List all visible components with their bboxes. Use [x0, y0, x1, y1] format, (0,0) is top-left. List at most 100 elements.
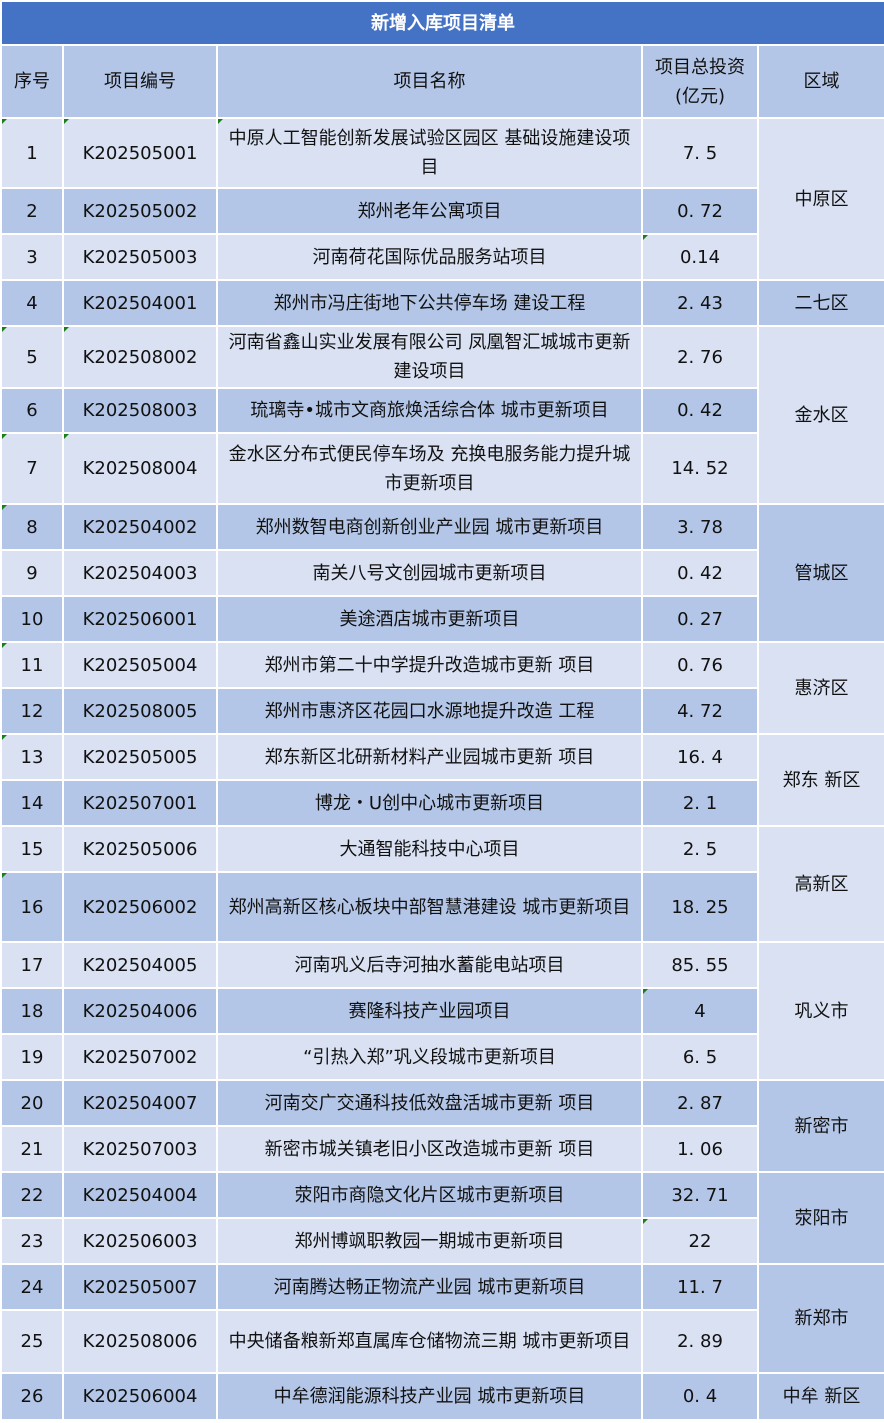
cell-name: 琉璃寺•城市文商旅焕活综合体 城市更新项目 — [216, 387, 643, 434]
cell-inv: 11. 7 — [641, 1263, 759, 1311]
table-row: 23 K202506003 郑州博飒职教园一期城市更新项目 22 — [0, 1217, 884, 1265]
cell-name: 博龙・U创中心城市更新项目 — [216, 779, 643, 827]
cell-no: 6 — [0, 387, 64, 434]
cell-region: 管城区 — [756, 503, 884, 643]
cell-inv: 4. 72 — [641, 687, 759, 735]
cell-code: K202506004 — [62, 1372, 218, 1421]
cell-inv: 85. 55 — [641, 941, 759, 989]
cell-no: 21 — [0, 1125, 64, 1173]
cell-region: 中原区 — [756, 117, 884, 281]
cell-no: 20 — [0, 1079, 64, 1127]
cell-no: 19 — [0, 1033, 64, 1081]
cell-name: 郑州高新区核心板块中部智慧港建设 城市更新项目 — [216, 871, 643, 943]
table-row: 9 K202504003 南关八号文创园城市更新项目 0. 42 — [0, 549, 884, 597]
table-row: 26 K202506004 中牟德润能源科技产业园 城市更新项目 0. 4 中牟 新区 — [0, 1372, 884, 1421]
cell-name: 郑州市冯庄街地下公共停车场 建设工程 — [216, 279, 643, 327]
cell-name: 新密市城关镇老旧小区改造城市更新 项目 — [216, 1125, 643, 1173]
cell-code: K202505005 — [62, 733, 218, 781]
cell-region: 中牟 新区 — [756, 1372, 884, 1421]
cell-name: 郑东新区北研新材料产业园城市更新 项目 — [216, 733, 643, 781]
cell-no: 18 — [0, 987, 64, 1035]
cell-name: 河南巩义后寺河抽水蓄能电站项目 — [216, 941, 643, 989]
cell-code: K202505002 — [62, 187, 218, 235]
table-row: 8 K202504002 郑州数智电商创新创业产业园 城市更新项目 3. 78 管城区 — [0, 503, 884, 643]
table-row: 3 K202505003 河南荷花国际优品服务站项目 0.14 — [0, 233, 884, 281]
cell-no: 26 — [0, 1372, 64, 1421]
header-no: 序号 — [0, 44, 64, 119]
header-investment: 项目总投资 (亿元) — [641, 44, 759, 119]
table-row: 2 K202505002 郑州老年公寓项目 0. 72 — [0, 187, 884, 235]
cell-inv: 1. 06 — [641, 1125, 759, 1173]
cell-name: 郑州市惠济区花园口水源地提升改造 工程 — [216, 687, 643, 735]
header-region: 区域 — [756, 44, 884, 119]
cell-inv: 16. 4 — [641, 733, 759, 781]
cell-name: 大通智能科技中心项目 — [216, 825, 643, 873]
cell-code: K202504004 — [62, 1171, 218, 1219]
table-row: 6 K202508003 琉璃寺•城市文商旅焕活综合体 城市更新项目 0. 42 — [0, 387, 884, 434]
cell-code: K202507002 — [62, 1033, 218, 1081]
cell-name: 中牟德润能源科技产业园 城市更新项目 — [216, 1372, 643, 1421]
cell-no: 22 — [0, 1171, 64, 1219]
cell-code: K202505007 — [62, 1263, 218, 1311]
cell-inv: 7. 5 — [641, 117, 759, 189]
cell-no: 5 — [0, 325, 64, 389]
table-row: 18 K202504006 赛隆科技产业园项目 4 — [0, 987, 884, 1035]
cell-inv: 0. 76 — [641, 641, 759, 689]
cell-name: 郑州博飒职教园一期城市更新项目 — [216, 1217, 643, 1265]
cell-name: 河南省鑫山实业发展有限公司 凤凰智汇城城市更新建设项目 — [216, 325, 643, 389]
cell-name: 赛隆科技产业园项目 — [216, 987, 643, 1035]
cell-name: 南关八号文创园城市更新项目 — [216, 549, 643, 597]
cell-name: 中央储备粮新郑直属库仓储物流三期 城市更新项目 — [216, 1309, 643, 1374]
header-code: 项目编号 — [62, 44, 218, 119]
table-row: 12 K202508005 郑州市惠济区花园口水源地提升改造 工程 4. 72 — [0, 687, 884, 735]
table-row: 24 K202505007 河南腾达畅正物流产业园 城市更新项目 11. 7 新郑市 — [0, 1263, 884, 1374]
cell-inv: 2. 1 — [641, 779, 759, 827]
cell-inv: 2. 43 — [641, 279, 759, 327]
cell-inv: 32. 71 — [641, 1171, 759, 1219]
table-row: 19 K202507002 “引热入郑”巩义段城市更新项目 6. 5 — [0, 1033, 884, 1081]
cell-code: K202506001 — [62, 595, 218, 643]
cell-no: 24 — [0, 1263, 64, 1311]
cell-code: K202504002 — [62, 503, 218, 551]
cell-inv: 18. 25 — [641, 871, 759, 943]
cell-inv: 0. 42 — [641, 549, 759, 597]
table-row: 21 K202507003 新密市城关镇老旧小区改造城市更新 项目 1. 06 — [0, 1125, 884, 1173]
cell-inv: 22 — [641, 1217, 759, 1265]
cell-no: 12 — [0, 687, 64, 735]
header-name: 项目名称 — [216, 44, 643, 119]
table-row: 22 K202504004 荥阳市商隐文化片区城市更新项目 32. 71 荥阳市 — [0, 1171, 884, 1265]
cell-code: K202508004 — [62, 432, 218, 505]
cell-no: 23 — [0, 1217, 64, 1265]
table-row: 14 K202507001 博龙・U创中心城市更新项目 2. 1 — [0, 779, 884, 827]
table-row: 16 K202506002 郑州高新区核心板块中部智慧港建设 城市更新项目 18. 2… — [0, 871, 884, 943]
cell-inv: 2. 89 — [641, 1309, 759, 1374]
cell-name: 郑州老年公寓项目 — [216, 187, 643, 235]
cell-no: 4 — [0, 279, 64, 327]
cell-no: 11 — [0, 641, 64, 689]
cell-name: 金水区分布式便民停车场及 充换电服务能力提升城市更新项目 — [216, 432, 643, 505]
cell-name: 河南荷花国际优品服务站项目 — [216, 233, 643, 281]
table-row: 20 K202504007 河南交广交通科技低效盘活城市更新 项目 2. 87 新密市 — [0, 1079, 884, 1173]
cell-no: 10 — [0, 595, 64, 643]
cell-inv: 2. 87 — [641, 1079, 759, 1127]
cell-code: K202505004 — [62, 641, 218, 689]
cell-inv: 2. 5 — [641, 825, 759, 873]
cell-no: 7 — [0, 432, 64, 505]
cell-region: 郑东 新区 — [756, 733, 884, 827]
cell-code: K202504007 — [62, 1079, 218, 1127]
cell-name: 河南腾达畅正物流产业园 城市更新项目 — [216, 1263, 643, 1311]
cell-name: 郑州市第二十中学提升改造城市更新 项目 — [216, 641, 643, 689]
cell-region: 新密市 — [756, 1079, 884, 1173]
cell-inv: 3. 78 — [641, 503, 759, 551]
cell-region: 二七区 — [756, 279, 884, 327]
table-row: 25 K202508006 中央储备粮新郑直属库仓储物流三期 城市更新项目 2. 89 — [0, 1309, 884, 1374]
cell-code: K202505006 — [62, 825, 218, 873]
table-row: 5 K202508002 河南省鑫山实业发展有限公司 凤凰智汇城城市更新建设项目 2.… — [0, 325, 884, 505]
cell-code: K202505003 — [62, 233, 218, 281]
cell-no: 15 — [0, 825, 64, 873]
cell-name: 中原人工智能创新发展试验区园区 基础设施建设项目 — [216, 117, 643, 189]
cell-name: 荥阳市商隐文化片区城市更新项目 — [216, 1171, 643, 1219]
cell-inv: 0.14 — [641, 233, 759, 281]
cell-code: K202504006 — [62, 987, 218, 1035]
